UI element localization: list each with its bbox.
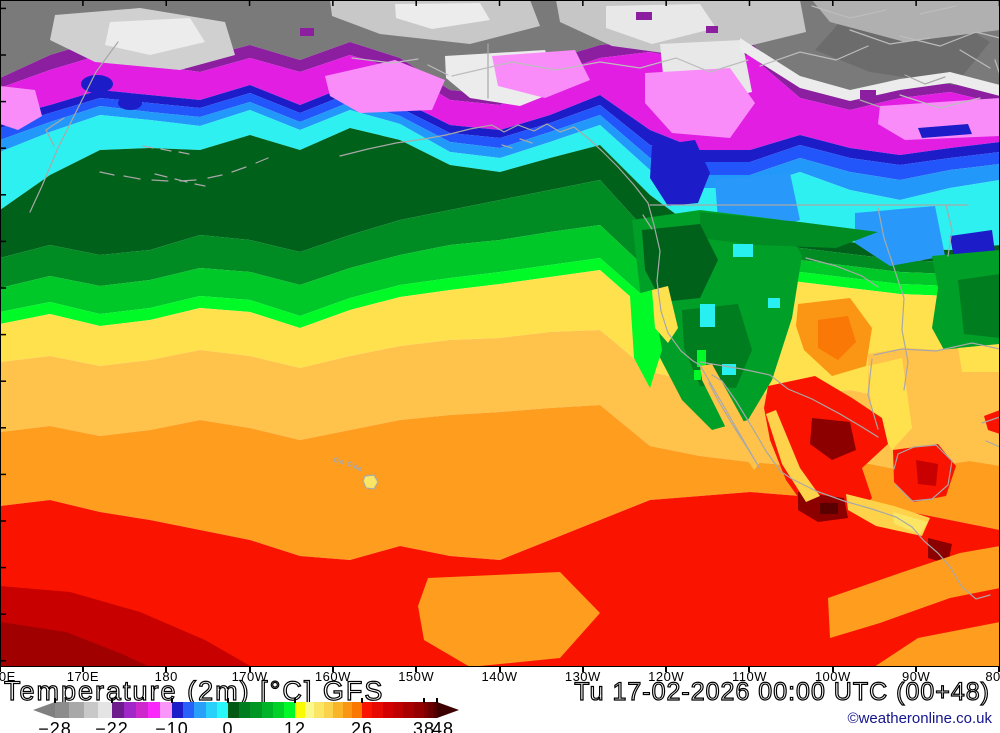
longitude-label: 170W bbox=[231, 669, 268, 684]
colorbar-tick bbox=[54, 698, 56, 703]
colorbar-left-arrow bbox=[33, 702, 55, 718]
colorbar-cell bbox=[323, 702, 334, 718]
colorbar-cell bbox=[295, 702, 306, 718]
colorbar-right-arrow bbox=[437, 702, 459, 718]
temperature-map-raster bbox=[0, 0, 1000, 667]
colorbar-cell bbox=[83, 702, 99, 718]
texas-warm-spot bbox=[796, 298, 872, 376]
colorbar-cell bbox=[55, 702, 70, 718]
hawaii-islands bbox=[333, 457, 379, 490]
colorbar-value-label: −22 bbox=[95, 719, 129, 733]
longitude-label: 180 bbox=[154, 669, 178, 684]
colorbar-value-label: 48 bbox=[431, 719, 455, 733]
colorbar-cell bbox=[304, 702, 315, 718]
colorbar-tick bbox=[361, 698, 363, 703]
temperature-map bbox=[0, 0, 1000, 667]
colorbar-tick bbox=[111, 698, 113, 703]
longitude-tick bbox=[331, 667, 334, 672]
longitude-tick bbox=[748, 667, 751, 672]
colorbar-cell bbox=[333, 702, 344, 718]
colorbar-value-label: 0 bbox=[222, 719, 234, 733]
longitude-tick bbox=[831, 667, 834, 672]
longitude-label: 120W bbox=[648, 669, 685, 684]
colorbar-cell bbox=[160, 702, 173, 718]
colorbar-cell bbox=[283, 702, 296, 718]
longitude-label: 110W bbox=[731, 669, 767, 684]
tropical-ocean-details bbox=[0, 546, 1000, 667]
colorbar-tick bbox=[436, 698, 438, 703]
colorbar-value-label: 26 bbox=[350, 719, 374, 733]
colorbar-tick bbox=[171, 698, 173, 703]
colorbar-cell bbox=[183, 702, 195, 718]
colorbar-value-label: −28 bbox=[38, 719, 72, 733]
colorbar-cell bbox=[216, 702, 229, 718]
colorbar-cell bbox=[362, 702, 373, 718]
colorbar-cell bbox=[352, 702, 363, 718]
colorbar-value-label: 38 bbox=[412, 719, 436, 733]
colorbar-cell bbox=[69, 702, 84, 718]
longitude-tick bbox=[665, 667, 668, 672]
longitude-tick bbox=[248, 667, 251, 672]
colorbar-cell bbox=[124, 702, 137, 718]
colorbar-cell bbox=[314, 702, 325, 718]
mexico-region bbox=[700, 344, 1000, 564]
colorbar-value-label: 12 bbox=[283, 719, 307, 733]
longitude-label: 90W bbox=[901, 669, 931, 684]
colorbar-tick bbox=[294, 698, 296, 703]
longitude-label: 160E bbox=[0, 669, 16, 684]
longitude-tick bbox=[498, 667, 501, 672]
colorbar-cell bbox=[382, 702, 394, 718]
colorbar-cell bbox=[432, 702, 438, 718]
colorbar-cell bbox=[205, 702, 218, 718]
longitude-label: 140W bbox=[481, 669, 518, 684]
colorbar-cell bbox=[239, 702, 251, 718]
colorbar-cell bbox=[424, 702, 429, 718]
longitude-tick bbox=[165, 667, 168, 672]
longitude-label: 80W bbox=[985, 669, 1000, 684]
colorbar-cell bbox=[97, 702, 113, 718]
longitude-tick bbox=[0, 667, 1, 672]
colorbar-cell bbox=[172, 702, 184, 718]
colorbar-cell bbox=[428, 702, 434, 718]
colorbar-cell bbox=[272, 702, 285, 718]
copyright-link[interactable]: ©weatheronline.co.uk bbox=[847, 710, 992, 727]
colorbar-cell bbox=[372, 702, 384, 718]
arctic-gray-patches bbox=[50, 0, 1000, 106]
longitude-tick bbox=[415, 667, 418, 672]
colorbar-tick bbox=[423, 698, 425, 703]
map-datetime: Tu 17-02-2026 00:00 UTC (00+48) bbox=[574, 677, 990, 706]
longitude-tick bbox=[581, 667, 584, 672]
colorbar-tick bbox=[227, 698, 229, 703]
longitude-label: 130W bbox=[564, 669, 601, 684]
colorbar-cell bbox=[228, 702, 240, 718]
colorbar-cell bbox=[393, 702, 404, 718]
longitude-tick bbox=[998, 667, 1000, 672]
colorbar-cell bbox=[148, 702, 161, 718]
colorbar-cell bbox=[413, 702, 425, 718]
map-title: Temperature (2m) [°C] GFS bbox=[3, 675, 385, 706]
longitude-tick bbox=[915, 667, 918, 672]
colorbar-cell bbox=[261, 702, 274, 718]
colorbar-cell bbox=[250, 702, 262, 718]
colorbar-cell bbox=[342, 702, 353, 718]
colorbar-cell bbox=[194, 702, 207, 718]
longitude-label: 170E bbox=[66, 669, 100, 684]
rockies-cold-region bbox=[630, 210, 878, 430]
longitude-label: 150W bbox=[398, 669, 435, 684]
temperature-colorbar: −28 −22 −10 0 12 26 38 48 bbox=[0, 698, 470, 733]
coastlines-and-borders bbox=[29, 5, 1000, 600]
longitude-label: 160W bbox=[314, 669, 351, 684]
colorbar-value-label: −10 bbox=[155, 719, 189, 733]
longitude-label: 100W bbox=[814, 669, 851, 684]
colorbar-cell bbox=[403, 702, 415, 718]
colorbar-cell bbox=[112, 702, 125, 718]
longitude-tick bbox=[81, 667, 84, 672]
colorbar-cell bbox=[136, 702, 149, 718]
